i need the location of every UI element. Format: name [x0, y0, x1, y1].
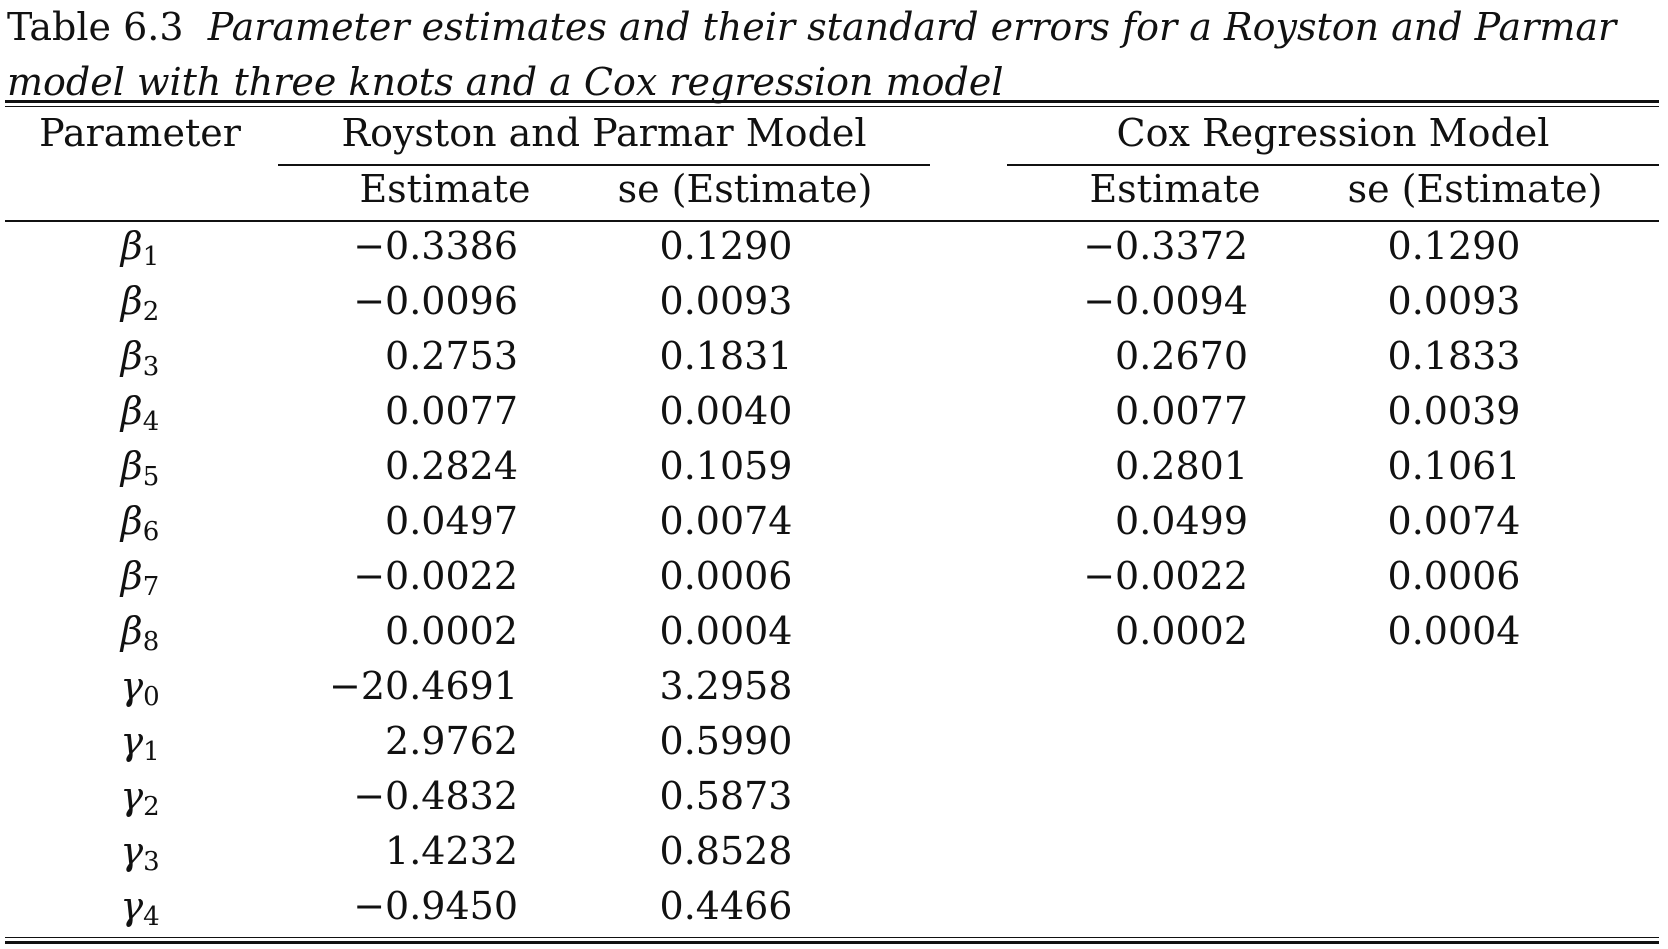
bottom-rule-thin — [5, 937, 1659, 938]
rp-se-cell: 0.1831 — [659, 334, 793, 378]
rp-estimate-cell: 2.9762 — [385, 719, 518, 763]
parameter-symbol: β — [120, 554, 143, 598]
rp-estimate-cell: −0.9450 — [353, 884, 518, 928]
cox-se-cell: 0.0074 — [1387, 499, 1521, 543]
header-parameter: Parameter — [39, 111, 241, 155]
parameter-index: 3 — [143, 847, 160, 877]
parameter-symbol: β — [120, 334, 143, 378]
rp-estimate-cell: 0.2824 — [385, 444, 518, 488]
parameter-symbol: γ — [120, 884, 144, 928]
parameter-index: 0 — [143, 682, 160, 712]
cox-estimate-cell: 0.0077 — [1115, 389, 1248, 433]
rp-se-cell: 0.0004 — [659, 609, 793, 653]
parameter-index: 3 — [142, 352, 160, 382]
parameter-symbol: γ — [120, 774, 144, 818]
rp-se-cell: 0.5873 — [659, 774, 793, 818]
parameter-cell: γ1 — [0, 714, 280, 769]
parameter-cell: γ0 — [0, 659, 280, 714]
parameter-cell: β2 — [0, 274, 280, 329]
rp-group-underline — [278, 164, 930, 166]
cox-se-cell: 0.1290 — [1387, 224, 1521, 268]
rp-estimate-cell: 0.0077 — [385, 389, 518, 433]
rp-estimate-cell: −0.0096 — [353, 279, 518, 323]
cox-group-underline — [1007, 164, 1659, 166]
parameter-cell: β4 — [0, 384, 280, 439]
caption-label: Table 6.3 — [7, 5, 184, 49]
parameter-cell: β5 — [0, 439, 280, 494]
rp-se-cell: 0.5990 — [659, 719, 793, 763]
bottom-rule-thick — [5, 941, 1659, 944]
caption-text: Parameter estimates and their standard e… — [7, 5, 1617, 104]
parameter-symbol: γ — [120, 664, 144, 708]
rp-se-cell: 0.0074 — [659, 499, 793, 543]
parameter-index: 5 — [142, 462, 160, 492]
parameter-index: 7 — [142, 572, 160, 602]
cox-estimate-cell: −0.3372 — [1083, 224, 1248, 268]
parameter-index: 2 — [142, 297, 160, 327]
rp-estimate-cell: 0.0497 — [385, 499, 518, 543]
cox-se-cell: 0.0039 — [1387, 389, 1521, 433]
rp-estimate-cell: 0.0002 — [385, 609, 518, 653]
parameter-index: 1 — [142, 242, 160, 272]
rp-estimate-cell: 1.4232 — [385, 829, 518, 873]
cox-estimate-cell: −0.0094 — [1083, 279, 1248, 323]
parameter-symbol: β — [120, 499, 143, 543]
parameter-symbol: β — [120, 389, 143, 433]
rp-estimate-cell: −0.3386 — [353, 224, 518, 268]
rp-se-cell: 0.4466 — [659, 884, 793, 928]
rp-se-cell: 0.0006 — [659, 554, 793, 598]
cox-se-cell: 0.0006 — [1387, 554, 1521, 598]
header-group-cox: Cox Regression Model — [1116, 111, 1550, 155]
parameter-cell: β8 — [0, 604, 280, 659]
parameter-index: 1 — [143, 737, 160, 767]
rp-se-cell: 0.1059 — [659, 444, 793, 488]
table-caption: Table 6.3 Parameter estimates and their … — [7, 0, 1657, 110]
parameter-symbol: β — [120, 279, 143, 323]
cox-se-cell: 0.1833 — [1387, 334, 1521, 378]
rp-estimate-cell: −0.4832 — [353, 774, 518, 818]
top-rule-thick — [5, 100, 1659, 103]
parameter-symbol: γ — [120, 829, 144, 873]
parameter-index: 8 — [142, 627, 160, 657]
parameter-cell: β6 — [0, 494, 280, 549]
parameter-cell: β1 — [0, 219, 280, 274]
rp-se-cell: 3.2958 — [659, 664, 793, 708]
header-bottom-rule — [5, 220, 1659, 222]
header-rp-estimate: Estimate — [359, 167, 531, 211]
header-cox-se: se (Estimate) — [1347, 167, 1603, 211]
cox-se-cell: 0.1061 — [1387, 444, 1521, 488]
parameter-symbol: γ — [120, 719, 144, 763]
parameter-symbol: β — [120, 224, 143, 268]
cox-se-cell: 0.0004 — [1387, 609, 1521, 653]
rp-se-cell: 0.8528 — [659, 829, 793, 873]
cox-estimate-cell: 0.2801 — [1115, 444, 1248, 488]
parameter-cell: γ4 — [0, 879, 280, 934]
rp-estimate-cell: −0.0022 — [353, 554, 518, 598]
parameter-cell: γ3 — [0, 824, 280, 879]
parameter-symbol: β — [120, 444, 143, 488]
parameter-index: 6 — [142, 517, 160, 547]
parameter-index: 4 — [142, 407, 160, 437]
cox-estimate-cell: −0.0022 — [1083, 554, 1248, 598]
parameter-symbol: β — [120, 609, 143, 653]
parameter-cell: β3 — [0, 329, 280, 384]
header-rp-se: se (Estimate) — [617, 167, 873, 211]
cox-se-cell: 0.0093 — [1387, 279, 1521, 323]
header-group-royston-parmar: Royston and Parmar Model — [341, 111, 867, 155]
cox-estimate-cell: 0.0002 — [1115, 609, 1248, 653]
parameter-cell: β7 — [0, 549, 280, 604]
rp-se-cell: 0.0093 — [659, 279, 793, 323]
parameter-cell: γ2 — [0, 769, 280, 824]
parameter-index: 4 — [143, 902, 160, 932]
rp-se-cell: 0.0040 — [659, 389, 793, 433]
rp-estimate-cell: −20.4691 — [329, 664, 518, 708]
rp-se-cell: 0.1290 — [659, 224, 793, 268]
top-rule-thin — [5, 106, 1659, 107]
cox-estimate-cell: 0.2670 — [1115, 334, 1248, 378]
cox-estimate-cell: 0.0499 — [1115, 499, 1248, 543]
header-cox-estimate: Estimate — [1089, 167, 1261, 211]
rp-estimate-cell: 0.2753 — [385, 334, 518, 378]
parameter-index: 2 — [143, 792, 160, 822]
